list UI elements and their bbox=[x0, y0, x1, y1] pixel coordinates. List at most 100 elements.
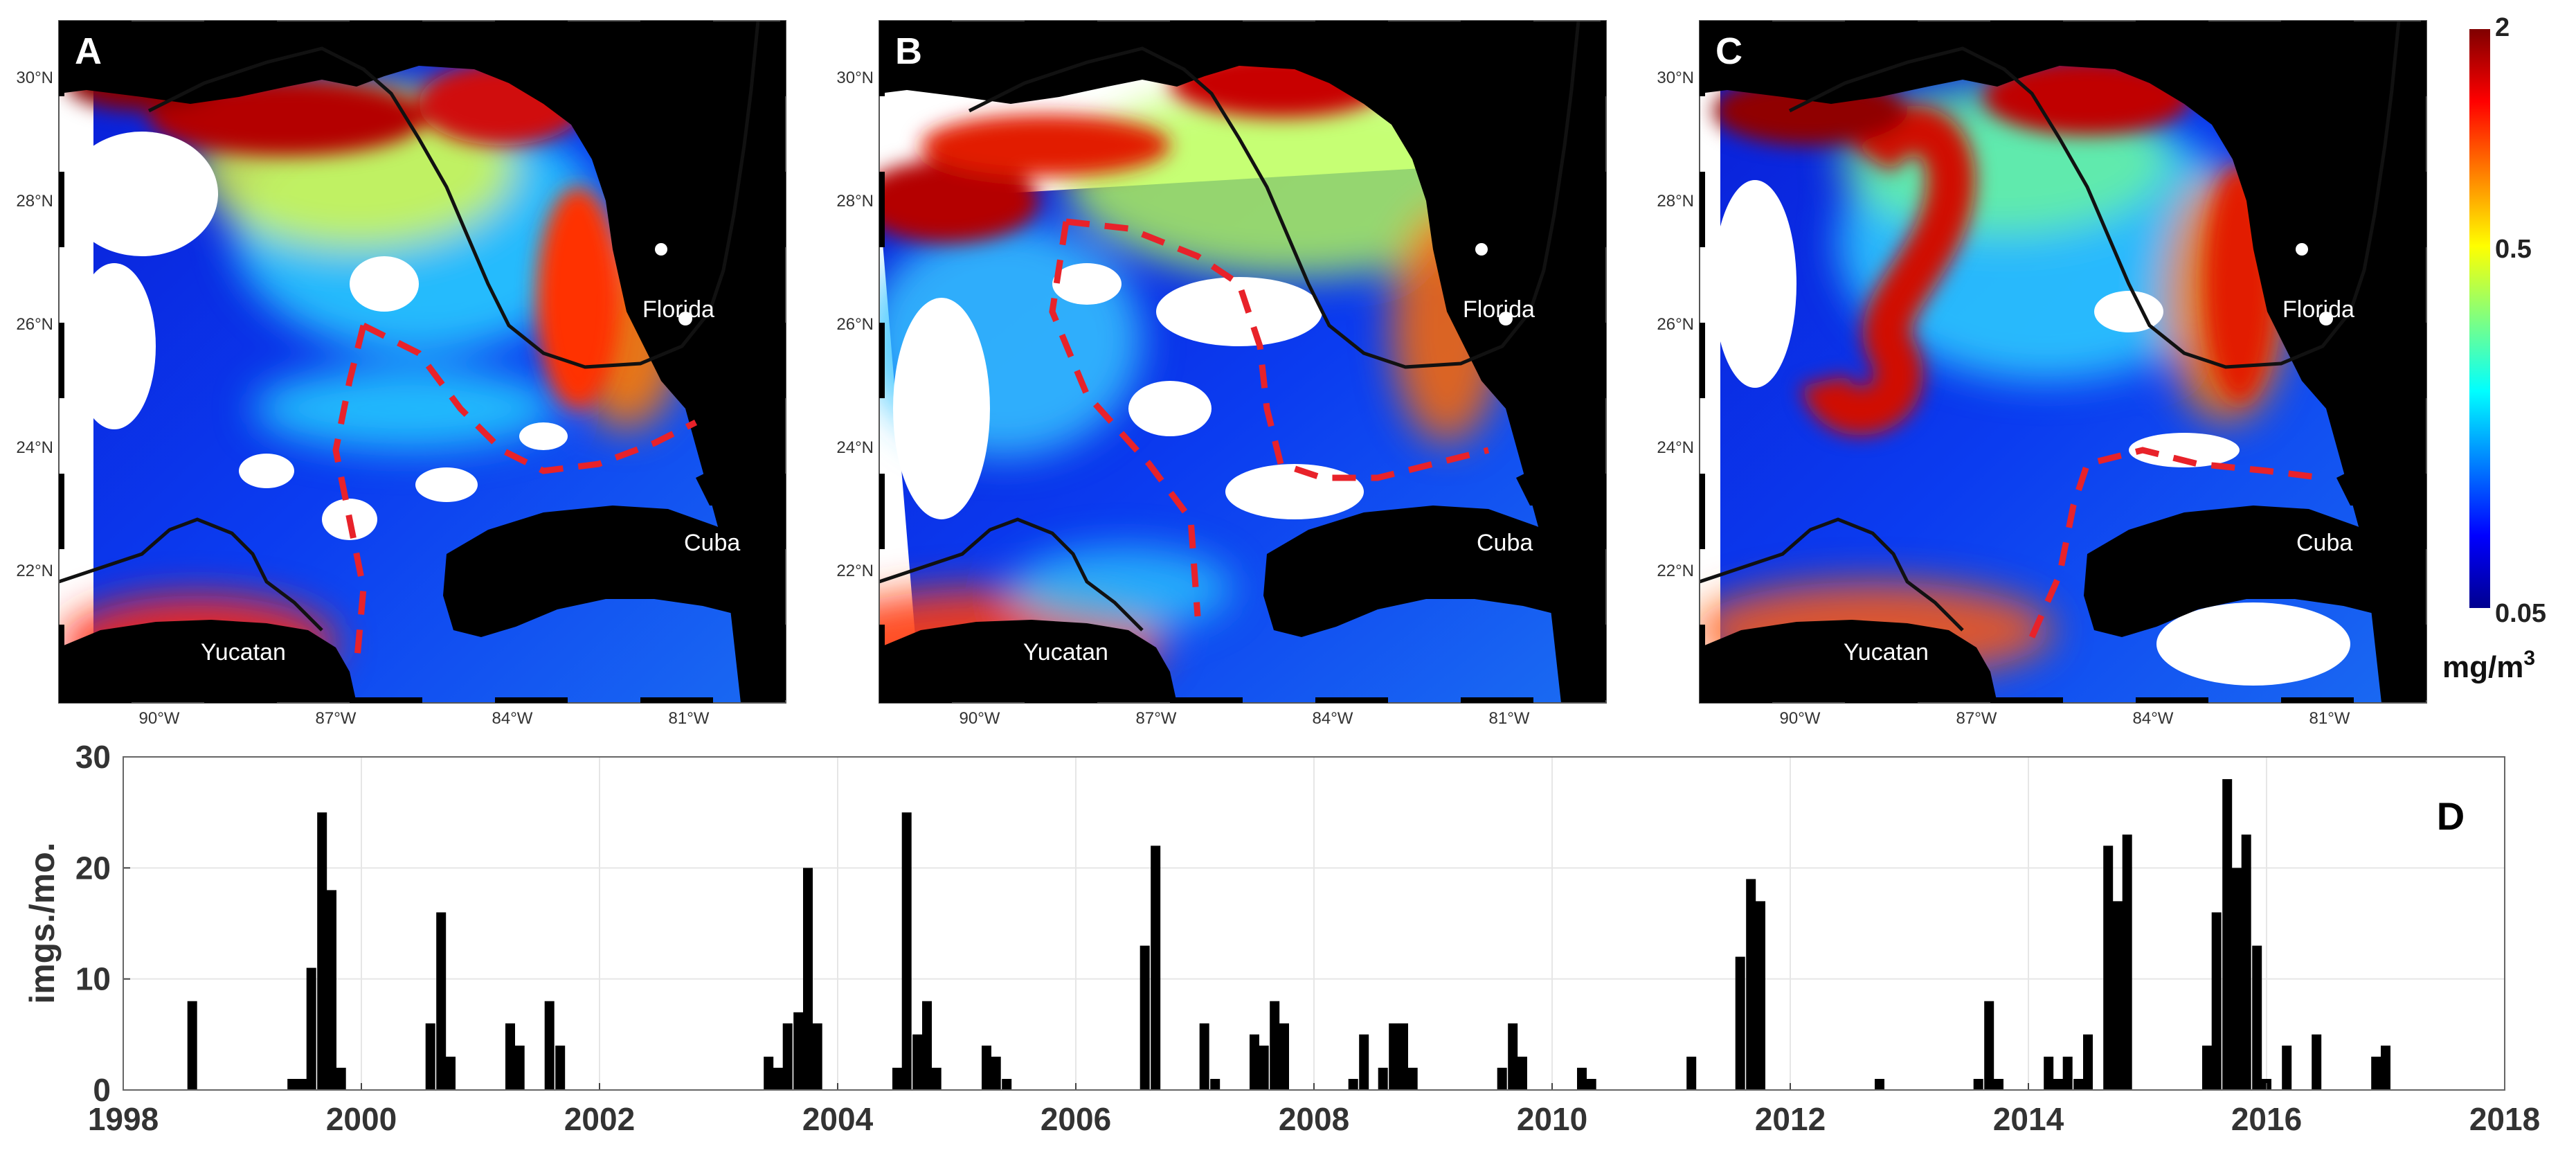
chart-bar bbox=[2381, 1045, 2390, 1090]
chart-bar bbox=[425, 1023, 435, 1090]
chart-bar bbox=[2044, 1056, 2054, 1090]
map-lat-tick-label: 24°N bbox=[16, 438, 53, 457]
map-frame-tick bbox=[1990, 697, 2063, 703]
colorbar-bottom-label: 0.05 bbox=[2495, 599, 2546, 628]
chart-bar bbox=[544, 1001, 555, 1090]
chart-bar bbox=[1875, 1079, 1884, 1090]
map-frame-tick bbox=[1601, 323, 1606, 398]
map-a-cuba-label: Cuba bbox=[684, 530, 740, 556]
chart-bar bbox=[2062, 1056, 2073, 1090]
map-frame-tick bbox=[59, 474, 64, 549]
map-frame-tick bbox=[1315, 21, 1388, 26]
map-frame-tick bbox=[1025, 21, 1097, 26]
chart-bar bbox=[803, 868, 813, 1090]
chart-bar bbox=[764, 1056, 774, 1090]
chart-bar bbox=[505, 1023, 515, 1090]
map-lat-tick-label: 26°N bbox=[1657, 315, 1694, 334]
chart-bar bbox=[1497, 1067, 1507, 1090]
chart-bar bbox=[1994, 1079, 2003, 1090]
map-frame-tick bbox=[1461, 697, 1533, 703]
chart-bar bbox=[187, 1001, 197, 1090]
map-frame-tick bbox=[59, 323, 64, 398]
map-b-yucatan-label: Yucatan bbox=[1023, 639, 1108, 665]
chart-bar bbox=[306, 967, 316, 1090]
map-frame-tick bbox=[1601, 625, 1606, 700]
map-lat-tick-label: 30°N bbox=[1657, 69, 1694, 87]
map-frame-tick bbox=[1845, 697, 1918, 703]
chart-bar bbox=[297, 1079, 307, 1090]
chart-bars bbox=[187, 779, 2390, 1090]
chart-panel-label: D bbox=[2437, 794, 2465, 838]
map-b-panel-label: B bbox=[895, 30, 922, 72]
map-frame-tick bbox=[879, 172, 885, 247]
map-frame-tick bbox=[1700, 323, 1705, 398]
map-frame-tick bbox=[1601, 21, 1606, 96]
map-b-cuba-label: Cuba bbox=[1477, 530, 1533, 556]
map-lon-tick-label: 87°W bbox=[1136, 709, 1177, 728]
map-panel-b: B Florida Cuba Yucatan bbox=[879, 20, 1607, 704]
map-lon-tick-label: 84°W bbox=[492, 709, 533, 728]
map-frame-tick bbox=[780, 323, 786, 398]
chart-bar bbox=[901, 812, 912, 1090]
map-lon-tick-label: 81°W bbox=[1489, 709, 1530, 728]
map-frame-tick bbox=[780, 474, 786, 549]
colorbar-units: mg/m3 bbox=[2442, 647, 2535, 684]
map-frame-tick bbox=[59, 172, 64, 247]
map-lon-tick-label: 87°W bbox=[316, 709, 357, 728]
colorbar: 2 0.5 0.05 mg/m3 bbox=[2442, 13, 2546, 684]
map-frame-tick bbox=[640, 21, 713, 26]
chart-bar bbox=[446, 1056, 456, 1090]
map-frame-tick bbox=[1170, 21, 1243, 26]
colorbar-units-exp: 3 bbox=[2523, 647, 2535, 670]
map-c-yucatan-label: Yucatan bbox=[1844, 639, 1929, 665]
map-lon-tick-label: 81°W bbox=[669, 709, 710, 728]
map-panel-c: C Florida Cuba Yucatan bbox=[1699, 20, 2427, 704]
chart-x-tick-label: 2014 bbox=[1993, 1101, 2064, 1137]
chart-bar bbox=[1746, 879, 1756, 1090]
map-frame-tick bbox=[1700, 625, 1705, 700]
map-frame-tick bbox=[1461, 21, 1533, 26]
map-frame-tick bbox=[1700, 172, 1705, 247]
colorbar-top-label: 2 bbox=[2495, 13, 2510, 42]
map-frame-tick bbox=[1845, 21, 1918, 26]
map-frame-tick bbox=[879, 323, 885, 398]
map-lat-tick-label: 28°N bbox=[1657, 192, 1694, 211]
map-frame-tick bbox=[2281, 21, 2354, 26]
chart-bar bbox=[1250, 1034, 1259, 1090]
chart-bar bbox=[2103, 846, 2114, 1090]
map-frame-tick bbox=[879, 625, 885, 700]
chart-bar bbox=[922, 1001, 932, 1090]
chart-bar bbox=[336, 1067, 346, 1090]
chart-bar bbox=[1756, 901, 1765, 1090]
chart-bar bbox=[1378, 1067, 1388, 1090]
map-panel-a: A Florida Cuba Yucatan bbox=[58, 20, 786, 704]
chart-bar bbox=[2222, 779, 2233, 1090]
chart-y-ticks: 0 10 20 30 bbox=[75, 739, 130, 1108]
chart-bar bbox=[1973, 1079, 1983, 1090]
chart-x-tick-label: 1998 bbox=[88, 1101, 159, 1137]
map-frame-tick bbox=[1700, 474, 1705, 549]
chart-bar bbox=[1348, 1079, 1358, 1090]
chart-x-ticks: 1998 2000 2002 2004 2006 2008 2010 2012 2014 2016… bbox=[88, 1083, 2540, 1137]
chart-bar bbox=[327, 890, 336, 1090]
map-frame-tick bbox=[1315, 697, 1388, 703]
map-frame-tick bbox=[2136, 21, 2208, 26]
chart-bar bbox=[1210, 1079, 1221, 1090]
map-frame-tick bbox=[2421, 21, 2426, 96]
map-a-yucatan-label: Yucatan bbox=[201, 639, 286, 665]
map-frame-tick bbox=[495, 697, 568, 703]
map-frame-tick bbox=[1025, 697, 1097, 703]
map-b-florida-label: Florida bbox=[1463, 296, 1535, 323]
chart-bar bbox=[514, 1045, 525, 1090]
chart-x-tick-label: 2006 bbox=[1041, 1101, 1111, 1137]
map-frame-tick bbox=[204, 21, 277, 26]
chart-bar bbox=[2113, 901, 2123, 1090]
chart-bar bbox=[982, 1045, 991, 1090]
map-frame-tick bbox=[780, 21, 786, 96]
map-frame-tick bbox=[1700, 697, 1772, 703]
chart-y-tick-label: 30 bbox=[75, 739, 111, 775]
chart-bar bbox=[1270, 1001, 1280, 1090]
chart-bar bbox=[2202, 1045, 2212, 1090]
chart-bar bbox=[2232, 868, 2242, 1090]
